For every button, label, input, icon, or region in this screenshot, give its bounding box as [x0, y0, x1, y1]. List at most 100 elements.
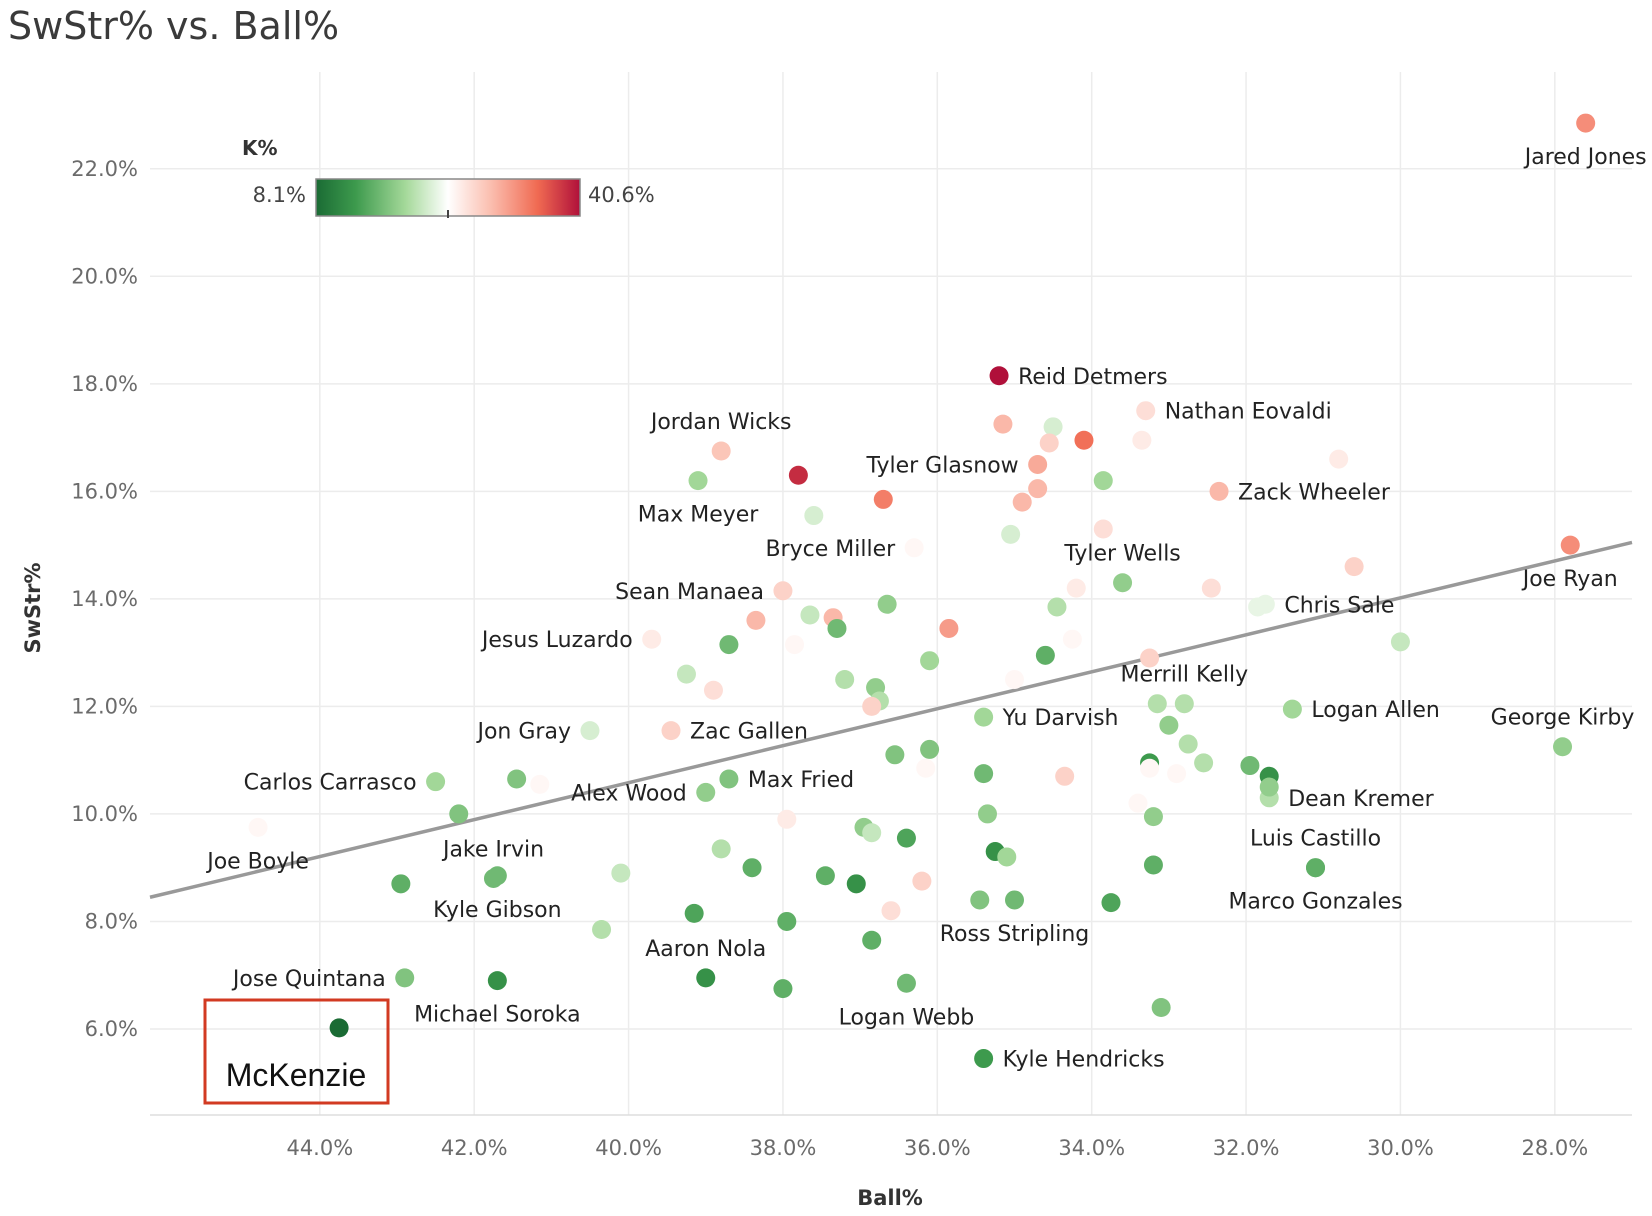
- data-point: [1136, 401, 1156, 421]
- y-axis-title: SwStr%: [21, 562, 45, 653]
- data-point: [684, 903, 704, 923]
- data-point: [804, 506, 824, 526]
- point-label: Zack Wheeler: [1238, 480, 1391, 505]
- data-point: [920, 651, 940, 671]
- point-label: Logan Allen: [1311, 698, 1439, 723]
- data-point: [1005, 890, 1024, 910]
- data-point: [896, 973, 916, 993]
- y-tick-label: 8.0%: [85, 909, 138, 933]
- point-label: Kyle Gibson: [433, 898, 561, 923]
- data-point: [487, 971, 507, 991]
- data-point: [676, 664, 696, 684]
- y-tick-label: 16.0%: [71, 479, 138, 503]
- data-point: [773, 979, 793, 999]
- data-point: [1329, 449, 1349, 469]
- data-point: [912, 871, 932, 891]
- y-tick-label: 18.0%: [71, 372, 138, 396]
- data-point: [1201, 578, 1221, 598]
- data-point: [1132, 430, 1152, 450]
- point-label: Chris Sale: [1284, 593, 1394, 618]
- data-point: [611, 863, 631, 883]
- data-point: [877, 594, 897, 614]
- data-point: [916, 758, 936, 778]
- trend-line-group: [149, 540, 1633, 899]
- data-point: [688, 471, 708, 491]
- data-point: [1178, 734, 1198, 754]
- data-point: [426, 772, 446, 792]
- data-point: [696, 968, 716, 988]
- data-point: [742, 858, 762, 878]
- mckenzie-annotation: McKenzie: [203, 998, 390, 1105]
- data-point: [1028, 454, 1048, 474]
- data-point: [885, 745, 905, 765]
- data-point: [970, 890, 990, 910]
- data-point: [1055, 766, 1075, 786]
- data-point: [993, 414, 1013, 434]
- data-point: [1028, 479, 1048, 499]
- data-point: [1005, 670, 1024, 690]
- data-point: [1074, 430, 1094, 450]
- data-point: [1151, 997, 1171, 1017]
- point-label: Max Meyer: [638, 503, 760, 528]
- data-point: [1066, 578, 1086, 598]
- data-point: [1194, 753, 1214, 773]
- data-point: [1043, 417, 1063, 437]
- x-tick-label: 38.0%: [750, 1136, 817, 1160]
- point-label: Kyle Hendricks: [1003, 1048, 1165, 1073]
- legend-min-label: 8.1%: [253, 183, 306, 207]
- point-label: Jared Jones: [1523, 145, 1647, 170]
- data-point: [1147, 694, 1167, 714]
- data-point: [788, 465, 808, 485]
- data-point: [815, 866, 835, 886]
- point-label: Luis Castillo: [1250, 827, 1381, 852]
- legend-title: K%: [242, 136, 278, 160]
- data-point: [1174, 694, 1194, 714]
- point-label: Nathan Eovaldi: [1165, 400, 1332, 425]
- point-label: Jesus Luzardo: [480, 628, 633, 653]
- data-point: [1344, 557, 1364, 577]
- data-point: [974, 1049, 994, 1069]
- data-point: [1282, 699, 1302, 719]
- grid-lines: [150, 72, 1632, 1116]
- data-point: [1093, 519, 1113, 539]
- data-point: [920, 739, 940, 759]
- point-label: Joe Ryan: [1521, 567, 1618, 592]
- point-label: Michael Soroka: [414, 1003, 581, 1028]
- data-point: [904, 538, 924, 558]
- data-point: [1039, 433, 1059, 453]
- y-tick-label: 6.0%: [85, 1017, 138, 1041]
- x-tick-label: 30.0%: [1367, 1136, 1434, 1160]
- data-point: [661, 721, 681, 741]
- point-label: Sean Manaea: [615, 580, 764, 605]
- point-label: Jon Gray: [475, 720, 570, 745]
- data-point: [1047, 597, 1067, 617]
- y-tick-label: 12.0%: [71, 694, 138, 718]
- data-point: [746, 610, 766, 630]
- point-label: Jake Irvin: [441, 837, 544, 862]
- data-point: [530, 774, 550, 794]
- point-label: Max Fried: [748, 768, 854, 793]
- data-point: [248, 817, 268, 837]
- data-point: [773, 581, 793, 601]
- data-point: [1159, 715, 1179, 735]
- data-point: [1140, 648, 1160, 668]
- point-label: Jose Quintana: [231, 967, 386, 992]
- data-point: [703, 680, 723, 700]
- data-point: [719, 769, 739, 789]
- data-point: [1553, 737, 1573, 757]
- annotation-label: McKenzie: [226, 1057, 367, 1093]
- point-label: Tyler Wells: [1063, 542, 1180, 567]
- data-point: [1576, 113, 1596, 133]
- data-point: [989, 366, 1009, 386]
- data-point: [862, 823, 882, 843]
- color-legend: K% 8.1% 40.6%: [242, 136, 655, 218]
- point-label: Bryce Miller: [765, 537, 896, 562]
- data-points: [248, 113, 1596, 1069]
- data-point: [873, 489, 893, 509]
- data-point: [862, 930, 882, 950]
- x-tick-label: 28.0%: [1521, 1136, 1588, 1160]
- x-tick-label: 44.0%: [286, 1136, 353, 1160]
- point-label: Merrill Kelly: [1120, 663, 1248, 688]
- legend-max-label: 40.6%: [588, 183, 655, 207]
